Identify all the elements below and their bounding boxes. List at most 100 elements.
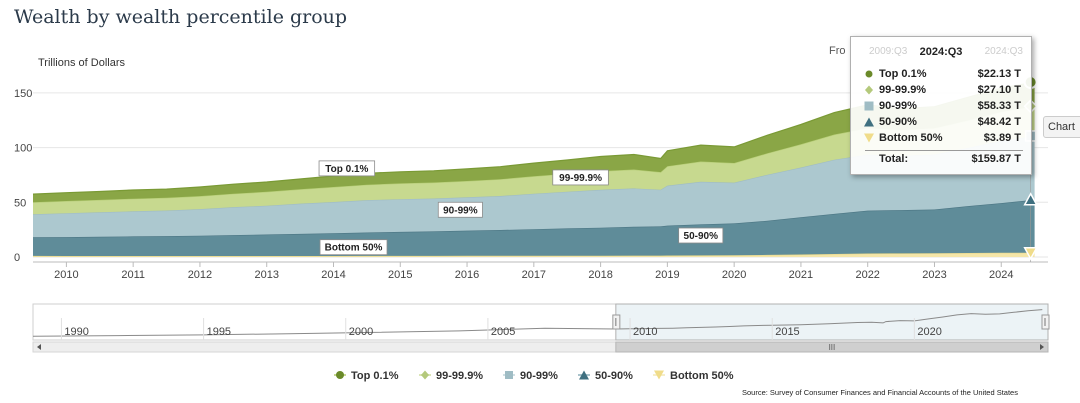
x-tick-label: 2012 xyxy=(188,269,212,281)
callout-label: 90-99% xyxy=(443,205,478,216)
circle-marker-icon xyxy=(865,70,873,78)
chart-title: Wealth by wealth percentile group xyxy=(14,6,348,28)
square-marker-icon xyxy=(503,371,515,379)
tooltip-row-value: $48.42 T xyxy=(977,116,1021,128)
tooltip-total-row: Total: $159.87 T xyxy=(851,152,1031,167)
navigator-tick-label: 2010 xyxy=(633,326,657,338)
area-90-99- xyxy=(33,136,1035,238)
legend-label: Bottom 50% xyxy=(670,370,734,382)
triangle-down-marker-icon xyxy=(653,370,665,380)
legend: Top 0.1% 99-99.9% 90-99% 50-90% Bottom 5… xyxy=(0,365,1080,385)
tooltip-row-value: $3.89 T xyxy=(983,132,1021,144)
legend-label: 99-99.9% xyxy=(436,370,484,382)
tooltip-bg-date-right: 2024:Q3 xyxy=(984,46,1023,57)
navigator-series-line xyxy=(32,309,1043,337)
x-tick-label: 2021 xyxy=(789,269,813,281)
square-marker-icon xyxy=(864,101,874,111)
triangle-marker-icon xyxy=(578,370,590,380)
x-tick-label: 2018 xyxy=(588,269,612,281)
legend-label: 90-99% xyxy=(520,370,558,382)
navigator-tick-label: 1995 xyxy=(207,326,231,338)
tooltip-row-value: $58.33 T xyxy=(977,100,1021,112)
legend-item-p50[interactable]: 50-90% xyxy=(578,369,633,382)
callout-box xyxy=(319,239,388,256)
tooltip-row-top01: Top 0.1% $22.13 T xyxy=(851,67,1031,82)
scrollbar-thumb[interactable] xyxy=(615,341,1049,353)
navigator-tick-label: 2000 xyxy=(349,326,373,338)
tooltip-bg-date-left: 2009:Q3 xyxy=(869,46,908,57)
x-tick-label: 2011 xyxy=(121,269,145,281)
diamond-marker-icon xyxy=(419,370,431,380)
x-tick-label: 2023 xyxy=(922,269,946,281)
y-tick-label: 0 xyxy=(14,252,20,264)
x-tick-label: 2022 xyxy=(855,269,879,281)
x-tick-label: 2013 xyxy=(254,269,278,281)
tooltip-row-value: $27.10 T xyxy=(977,84,1021,96)
marker-p50 xyxy=(1023,192,1038,206)
legend-label: Top 0.1% xyxy=(351,370,399,382)
tooltip-total-value: $159.87 T xyxy=(971,153,1021,165)
tooltip-row-value: $22.13 T xyxy=(977,68,1021,80)
tooltip-divider xyxy=(865,150,1023,151)
x-tick-label: 2020 xyxy=(722,269,746,281)
legend-item-p90[interactable]: 90-99% xyxy=(503,369,558,382)
tooltip-row-name: Top 0.1% xyxy=(879,68,927,80)
scroll-left-arrow-icon[interactable] xyxy=(37,344,41,350)
area-bottom-50- xyxy=(33,252,1035,257)
x-tick-label: 2016 xyxy=(455,269,479,281)
callout-box xyxy=(678,227,724,244)
legend-item-p99[interactable]: 99-99.9% xyxy=(419,369,483,382)
callout-box xyxy=(552,169,609,186)
legend-item-top01[interactable]: Top 0.1% xyxy=(334,369,398,382)
callout-box xyxy=(437,201,483,218)
triangle-marker-icon xyxy=(864,117,874,127)
chart-menu-button[interactable]: Chart xyxy=(1043,116,1080,138)
diamond-marker-icon xyxy=(865,85,873,95)
navigator-tick-label: 2015 xyxy=(775,326,799,338)
tooltip-row-p90: 90-99% $58.33 T xyxy=(851,99,1031,114)
scroll-right-arrow-icon[interactable] xyxy=(1040,344,1044,350)
y-tick-label: 150 xyxy=(14,88,32,100)
navigator-tick-label: 2005 xyxy=(491,326,515,338)
callout-label: 50-90% xyxy=(684,231,719,242)
area-50-90- xyxy=(33,199,1035,256)
y-tick-labels: 0 50 100 150 xyxy=(14,88,32,264)
navigator-tick-label: 1990 xyxy=(64,326,88,338)
tooltip-row-name: 50-90% xyxy=(879,116,917,128)
x-tick-label: 2010 xyxy=(54,269,78,281)
navigator: 1990 1995 2000 2005 2010 2015 2020 III xyxy=(32,303,1050,353)
x-tick-labels: 2010 2011 2012 2013 2014 2015 2016 2017 2018 2019… xyxy=(33,261,1048,281)
legend-item-bottom50[interactable]: Bottom 50% xyxy=(653,369,734,382)
from-label: Fro xyxy=(829,45,846,57)
marker-bottom50 xyxy=(1023,246,1038,261)
callout-label: 99-99.9% xyxy=(559,173,602,184)
callout-label: Bottom 50% xyxy=(325,243,383,254)
series-callouts: Top 0.1% 99-99.9% 90-99% 50-90% Bottom 50% xyxy=(318,160,724,256)
tooltip-header: 2024:Q3 xyxy=(919,46,963,58)
tooltip-row-name: 90-99% xyxy=(879,100,917,112)
x-tick-label: 2015 xyxy=(388,269,412,281)
tooltip-row-p99: 99-99.9% $27.10 T xyxy=(851,83,1031,98)
watermark-text: 美国华人杂谈 xyxy=(897,360,1035,384)
tooltip-row-name: 99-99.9% xyxy=(879,84,927,96)
area-99-99-9- xyxy=(33,106,1035,215)
tooltip-row-bottom50: Bottom 50% $3.89 T xyxy=(851,131,1031,146)
x-tick-label: 2019 xyxy=(655,269,679,281)
tooltip-total-label: Total: xyxy=(879,153,909,165)
scrollbar-grip: III xyxy=(829,343,836,352)
tooltip-row-p50: 50-90% $48.42 T xyxy=(851,115,1031,130)
source-note: Source: Survey of Consumer Finances and … xyxy=(742,388,1018,397)
tooltip: 2009:Q3 2024:Q3 2024:Q3 Top 0.1% $22.13 … xyxy=(850,36,1032,175)
y-tick-label: 50 xyxy=(14,197,26,209)
navigator-tick-label: 2020 xyxy=(917,326,941,338)
tooltip-row-name: Bottom 50% xyxy=(879,132,943,144)
x-tick-label: 2017 xyxy=(522,269,546,281)
triangle-down-marker-icon xyxy=(864,133,874,143)
x-tick-label: 2014 xyxy=(321,269,345,281)
callout-box xyxy=(318,160,376,177)
callout-label: Top 0.1% xyxy=(325,164,368,175)
y-tick-label: 100 xyxy=(14,143,32,155)
navigator-selection[interactable] xyxy=(615,303,1049,341)
navigator-frame xyxy=(32,303,1049,341)
